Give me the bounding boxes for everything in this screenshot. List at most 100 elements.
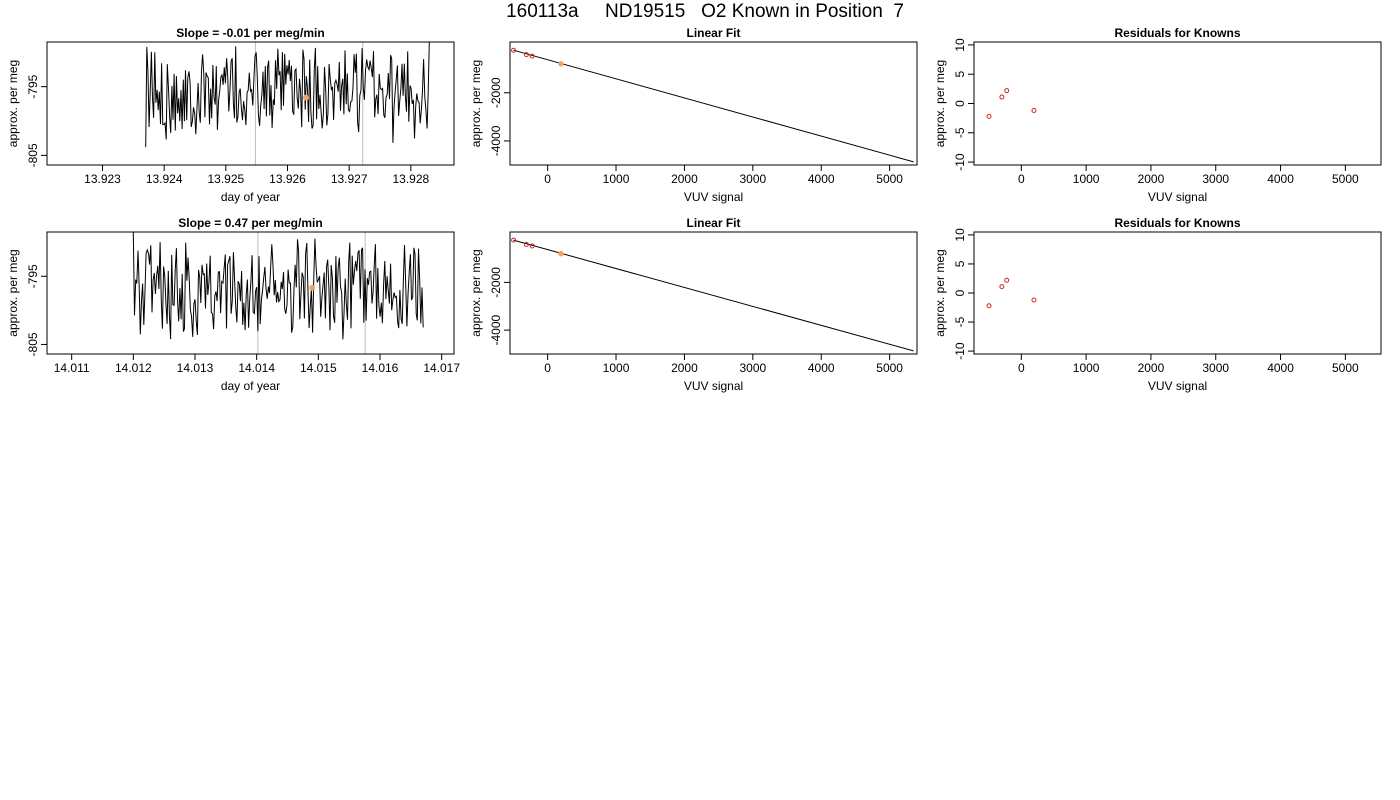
- data-point: [986, 113, 992, 119]
- x-tick-label: 13.923: [84, 172, 121, 186]
- x-axis-label: day of year: [221, 379, 280, 393]
- x-tick-label: 0: [544, 361, 551, 375]
- plot-area: [986, 277, 1037, 309]
- y-tick-label: -4000: [489, 314, 503, 345]
- y-tick-label: 0: [953, 289, 967, 296]
- x-tick-label: 14.012: [115, 361, 152, 375]
- fit-line: [513, 49, 914, 163]
- chart-title: Slope = -0.01 per meg/min: [176, 26, 324, 40]
- fit-line: [513, 239, 914, 352]
- x-tick-label: 0: [1018, 361, 1025, 375]
- y-tick-label: -4000: [489, 125, 503, 156]
- x-axis-label: VUV signal: [1148, 190, 1207, 204]
- y-tick-label: 10: [953, 228, 967, 242]
- x-tick-label: 13.928: [392, 172, 429, 186]
- series-line: [132, 232, 424, 340]
- x-axis-label: VUV signal: [684, 379, 743, 393]
- x-tick-label: 1000: [1073, 361, 1100, 375]
- x-tick-label: 2000: [671, 172, 698, 186]
- y-axis-label: approx. per meg: [933, 249, 947, 336]
- chart-title: Linear Fit: [686, 26, 740, 40]
- x-tick-label: 4000: [808, 361, 835, 375]
- data-point: [511, 237, 517, 243]
- y-axis-label: approx. per meg: [6, 249, 20, 336]
- plot-area: [986, 88, 1037, 119]
- x-tick-label: 5000: [1332, 172, 1359, 186]
- x-tick-label: 5000: [1332, 361, 1359, 375]
- plot-frame: [46, 231, 455, 355]
- x-tick-label: 5000: [876, 361, 903, 375]
- x-tick-label: 1000: [1073, 172, 1100, 186]
- y-tick-label: 10: [953, 38, 967, 52]
- y-axis-label: approx. per meg: [933, 60, 947, 147]
- x-tick-label: 2000: [1138, 172, 1165, 186]
- data-point: [529, 243, 535, 249]
- plot-frame: [46, 41, 455, 166]
- x-tick-label: 3000: [739, 172, 766, 186]
- x-tick-label: 3000: [1202, 172, 1229, 186]
- data-point: [523, 242, 529, 248]
- series-line: [145, 42, 430, 148]
- plot-frame: [973, 231, 1382, 355]
- chart-panel-ts2: Slope = 0.47 per meg/min 14.011 14.012 14.0…: [6, 216, 460, 393]
- x-tick-label: 14.015: [300, 361, 337, 375]
- x-tick-label: 14.013: [177, 361, 214, 375]
- plot-area: [511, 47, 914, 163]
- x-tick-label: 0: [544, 172, 551, 186]
- y-tick-label: -10: [953, 153, 967, 171]
- x-tick-label: 14.014: [238, 361, 275, 375]
- chart-title: Slope = 0.47 per meg/min: [178, 216, 322, 230]
- x-tick-label: 14.016: [362, 361, 399, 375]
- x-tick-label: 1000: [603, 361, 630, 375]
- y-tick-label: -805: [26, 332, 40, 356]
- y-tick-label: -10: [953, 342, 967, 360]
- x-tick-label: 13.926: [269, 172, 306, 186]
- y-tick-label: -795: [26, 74, 40, 98]
- data-point: [1004, 277, 1010, 283]
- y-tick-label: 5: [953, 260, 967, 267]
- y-axis-label: approx. per meg: [469, 249, 483, 336]
- x-tick-label: 2000: [671, 361, 698, 375]
- x-tick-label: 3000: [1202, 361, 1229, 375]
- highlight-point: [309, 284, 316, 291]
- y-tick-label: -795: [26, 264, 40, 288]
- y-tick-label: -5: [953, 127, 967, 138]
- x-tick-label: 13.927: [331, 172, 368, 186]
- data-point: [999, 94, 1005, 100]
- x-tick-label: 13.924: [146, 172, 183, 186]
- x-tick-label: 2000: [1138, 361, 1165, 375]
- y-tick-label: -2000: [489, 77, 503, 108]
- data-point: [529, 53, 535, 59]
- y-tick-label: -2000: [489, 267, 503, 298]
- y-tick-label: 0: [953, 100, 967, 107]
- x-tick-label: 0: [1018, 172, 1025, 186]
- x-tick-label: 1000: [603, 172, 630, 186]
- x-tick-label: 4000: [808, 172, 835, 186]
- y-tick-label: -5: [953, 316, 967, 327]
- x-tick-label: 4000: [1267, 361, 1294, 375]
- chart-panel-fit2: Linear Fit 0 1000 2000 3000 4000 5000 -2000 -400…: [469, 216, 918, 393]
- plot-frame: [509, 231, 918, 355]
- x-tick-label: 5000: [876, 172, 903, 186]
- plot-area: [132, 232, 424, 354]
- plot-area: [511, 237, 914, 352]
- x-axis-label: day of year: [221, 190, 280, 204]
- data-point: [511, 47, 517, 53]
- chart-title: Residuals for Knowns: [1114, 26, 1240, 40]
- y-axis-label: approx. per meg: [469, 60, 483, 147]
- data-point: [1031, 297, 1037, 303]
- x-tick-label: 4000: [1267, 172, 1294, 186]
- plot-frame: [509, 41, 918, 166]
- y-tick-label: 5: [953, 71, 967, 78]
- highlight-point: [303, 94, 309, 101]
- page-title: 160113a ND19515 O2 Known in Position 7: [506, 1, 904, 22]
- plot-frame: [973, 41, 1382, 166]
- plot-area: [145, 42, 430, 165]
- y-tick-label: -805: [26, 143, 40, 167]
- data-point: [1004, 88, 1010, 94]
- data-point: [1031, 108, 1037, 114]
- x-axis-label: VUV signal: [1148, 379, 1207, 393]
- data-point: [999, 284, 1005, 290]
- chart-panel-res1: Residuals for Knowns 0 1000 2000 3000 4000 500…: [933, 26, 1382, 204]
- x-tick-label: 3000: [739, 361, 766, 375]
